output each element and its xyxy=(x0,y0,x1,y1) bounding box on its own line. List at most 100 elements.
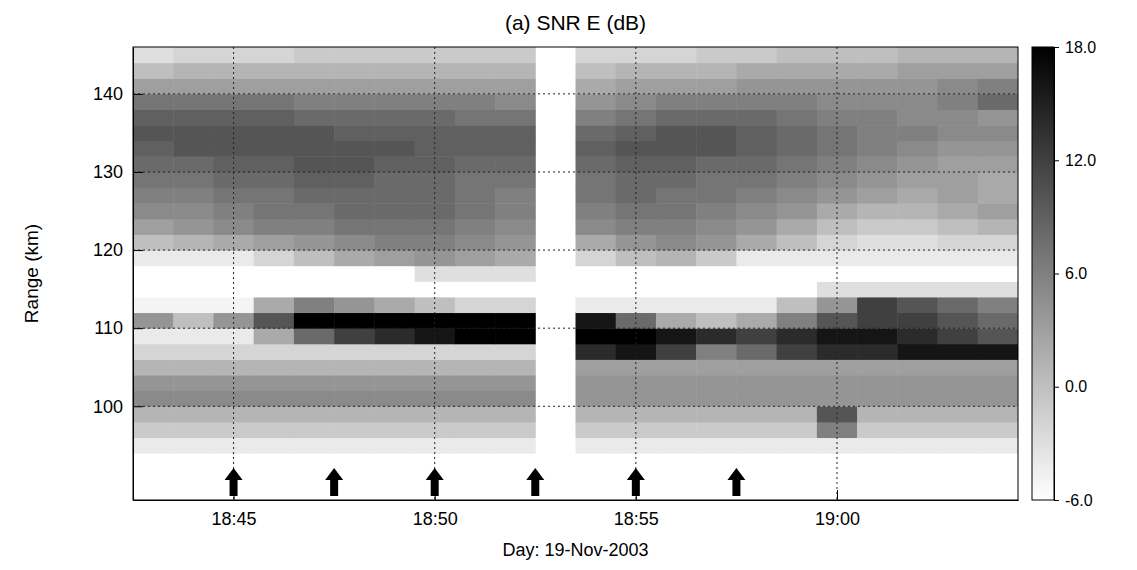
heatmap-cell xyxy=(133,328,174,344)
heatmap-cell xyxy=(334,78,375,94)
heatmap-cell xyxy=(495,391,536,407)
heatmap-cell xyxy=(777,109,818,125)
heatmap-cell xyxy=(777,453,818,469)
heatmap-cell xyxy=(294,188,335,204)
heatmap-cell xyxy=(133,78,174,94)
heatmap-cell xyxy=(857,453,898,469)
y-tick-label: 130 xyxy=(93,162,123,182)
heatmap-cell xyxy=(857,328,898,344)
heatmap-cell xyxy=(817,438,858,454)
heatmap-cell xyxy=(656,406,697,422)
heatmap-cell xyxy=(294,297,335,313)
heatmap-cell xyxy=(294,141,335,157)
heatmap-cell xyxy=(777,406,818,422)
heatmap-cell xyxy=(897,344,938,360)
colorbar-tick: 18.0 xyxy=(1054,39,1096,56)
heatmap-cell xyxy=(897,359,938,375)
heatmap-cell xyxy=(696,94,737,110)
grid-line-y xyxy=(133,406,1018,407)
heatmap-cell xyxy=(576,438,617,454)
heatmap-cell xyxy=(978,47,1018,63)
heatmap-cell xyxy=(254,203,295,219)
heatmap-cell xyxy=(978,328,1018,344)
heatmap-cell xyxy=(777,359,818,375)
heatmap-cell xyxy=(897,172,938,188)
heatmap-cell xyxy=(736,453,777,469)
heatmap-cell xyxy=(736,219,777,235)
heatmap-cell xyxy=(334,188,375,204)
heatmap-cell xyxy=(213,188,254,204)
heatmap-cell xyxy=(938,453,979,469)
heatmap-cell xyxy=(978,344,1018,360)
heatmap-cell xyxy=(938,125,979,141)
heatmap-cell xyxy=(938,391,979,407)
heatmap-cell xyxy=(736,344,777,360)
heatmap-cell xyxy=(978,438,1018,454)
heatmap-cell xyxy=(978,94,1018,110)
heatmap-cell xyxy=(334,172,375,188)
heatmap-cell xyxy=(656,281,697,297)
heatmap-cell xyxy=(254,328,295,344)
heatmap-cell xyxy=(736,328,777,344)
heatmap-cell xyxy=(938,266,979,282)
heatmap-cell xyxy=(173,188,214,204)
heatmap-cell xyxy=(817,453,858,469)
heatmap-cell xyxy=(857,125,898,141)
heatmap-cell xyxy=(455,63,496,79)
heatmap-cell xyxy=(656,125,697,141)
grid-line-x xyxy=(635,47,636,500)
heatmap-cell xyxy=(254,250,295,266)
heatmap-cell xyxy=(938,422,979,438)
heatmap-cell xyxy=(495,219,536,235)
heatmap-cell xyxy=(294,328,335,344)
heatmap-cell xyxy=(978,172,1018,188)
heatmap-cell xyxy=(656,203,697,219)
y-tick-mark xyxy=(133,250,143,251)
heatmap-cell xyxy=(173,359,214,375)
x-tick: 18:50 xyxy=(413,490,458,529)
heatmap-cell xyxy=(455,109,496,125)
heatmap-cell xyxy=(817,422,858,438)
grid-line-x xyxy=(836,47,837,500)
heatmap-cell xyxy=(495,406,536,422)
heatmap-cell xyxy=(777,469,818,485)
heatmap-cell xyxy=(374,438,415,454)
heatmap-cell xyxy=(576,328,617,344)
heatmap-cell xyxy=(173,469,214,485)
heatmap-cell xyxy=(133,63,174,79)
y-tick: 100 xyxy=(93,397,143,417)
heatmap-cell xyxy=(374,406,415,422)
heatmap-cell xyxy=(857,250,898,266)
heatmap-cell xyxy=(254,109,295,125)
heatmap-cell xyxy=(173,281,214,297)
heatmap-cell xyxy=(576,453,617,469)
heatmap-cell xyxy=(173,266,214,282)
heatmap-cell xyxy=(938,313,979,329)
heatmap-cell xyxy=(857,297,898,313)
heatmap-cell xyxy=(455,281,496,297)
heatmap-cell xyxy=(173,156,214,172)
heatmap-cell xyxy=(495,484,536,500)
heatmap-cell xyxy=(334,156,375,172)
heatmap-cell xyxy=(133,359,174,375)
heatmap-cell xyxy=(294,109,335,125)
heatmap-cell xyxy=(173,78,214,94)
heatmap-cell xyxy=(213,313,254,329)
heatmap-cell xyxy=(374,125,415,141)
heatmap-cell xyxy=(897,328,938,344)
heatmap-cell xyxy=(133,203,174,219)
heatmap-cell xyxy=(133,234,174,250)
heatmap-cell xyxy=(334,250,375,266)
heatmap-cell xyxy=(736,375,777,391)
heatmap-cell xyxy=(777,156,818,172)
heatmap-cell xyxy=(374,156,415,172)
heatmap-cell xyxy=(656,234,697,250)
heatmap-cell xyxy=(696,484,737,500)
heatmap-cell xyxy=(736,109,777,125)
heatmap-cell xyxy=(133,422,174,438)
heatmap-cell xyxy=(576,219,617,235)
heatmap-cell xyxy=(173,234,214,250)
heatmap-cell xyxy=(455,375,496,391)
heatmap-cell xyxy=(173,94,214,110)
heatmap-cell xyxy=(938,438,979,454)
